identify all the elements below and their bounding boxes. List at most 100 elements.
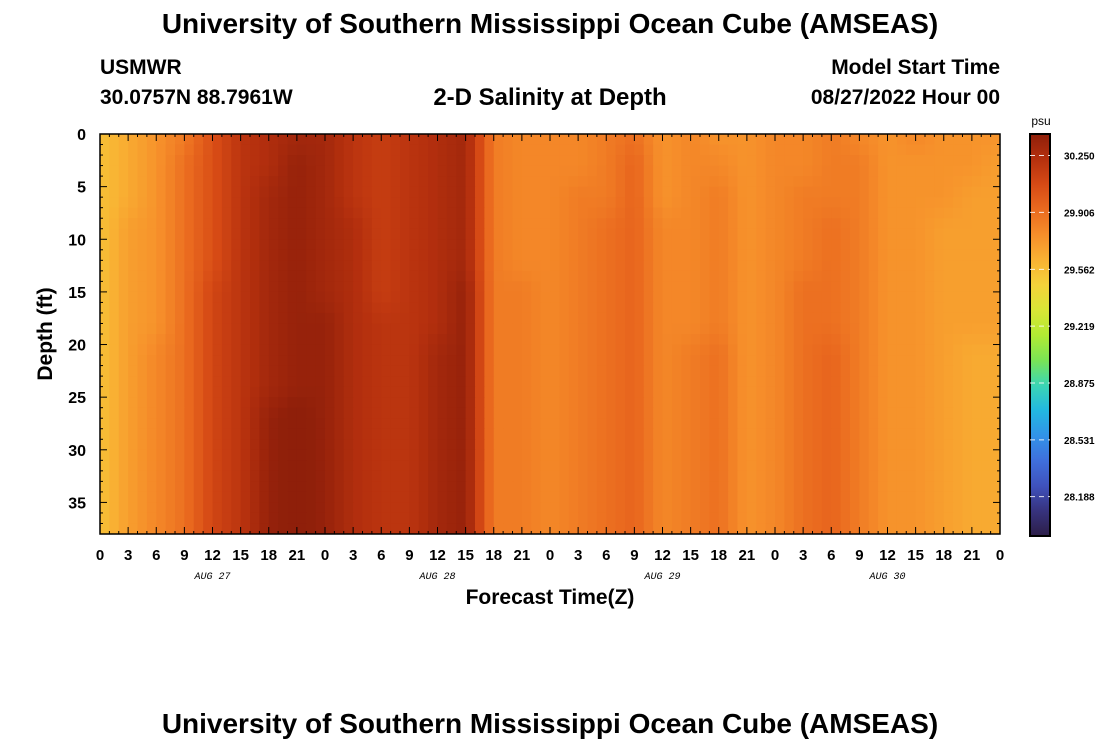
heatmap-cell bbox=[634, 407, 645, 419]
heatmap-cell bbox=[775, 344, 785, 356]
heatmap-cell bbox=[709, 344, 720, 356]
heatmap-cell bbox=[615, 302, 626, 314]
heatmap-cell bbox=[821, 165, 832, 177]
heatmap-cell bbox=[371, 439, 382, 451]
heatmap-cell bbox=[137, 418, 148, 430]
heatmap-cell bbox=[315, 334, 326, 346]
heatmap-cell bbox=[859, 491, 870, 504]
heatmap-cell bbox=[615, 239, 626, 251]
heatmap-cell bbox=[437, 397, 448, 409]
heatmap-cell bbox=[906, 386, 917, 398]
heatmap-cell bbox=[728, 312, 739, 325]
heatmap-cell bbox=[587, 165, 598, 177]
heatmap-cell bbox=[709, 165, 720, 177]
heatmap-cell bbox=[278, 407, 289, 419]
heatmap-cell bbox=[325, 491, 335, 504]
heatmap-cell bbox=[296, 334, 307, 346]
heatmap-cell bbox=[231, 155, 242, 167]
heatmap-cell bbox=[775, 460, 785, 472]
heatmap-cell bbox=[203, 334, 214, 346]
heatmap-cell bbox=[156, 512, 167, 525]
heatmap-cell bbox=[793, 186, 804, 198]
heatmap-cell bbox=[625, 460, 635, 472]
heatmap-cell bbox=[746, 460, 757, 472]
heatmap-cell bbox=[559, 239, 570, 251]
heatmap-cell bbox=[971, 134, 982, 146]
heatmap-cell bbox=[521, 155, 532, 167]
heatmap-cell bbox=[606, 312, 617, 325]
heatmap-cell bbox=[737, 260, 748, 272]
heatmap-cell bbox=[521, 355, 532, 367]
heatmap-cell bbox=[700, 323, 710, 335]
heatmap-cell bbox=[990, 155, 1000, 167]
heatmap-cell bbox=[240, 291, 251, 304]
heatmap-cell bbox=[231, 207, 242, 219]
heatmap-cell bbox=[634, 344, 645, 356]
heatmap-cell bbox=[175, 418, 185, 430]
heatmap-cell bbox=[831, 365, 842, 377]
heatmap-cell bbox=[287, 407, 298, 419]
heatmap-cell bbox=[231, 502, 242, 514]
heatmap-cell bbox=[643, 281, 654, 293]
heatmap-cell bbox=[428, 270, 439, 282]
heatmap-cell bbox=[615, 523, 626, 534]
heatmap-cell bbox=[268, 470, 279, 482]
heatmap-cell bbox=[446, 239, 457, 251]
heatmap-cell bbox=[362, 386, 373, 398]
heatmap-cell bbox=[606, 281, 617, 293]
heatmap-cell bbox=[981, 523, 992, 534]
heatmap-cell bbox=[296, 260, 307, 272]
heatmap-cell bbox=[521, 502, 532, 514]
heatmap-cell bbox=[165, 460, 176, 472]
heatmap-cell bbox=[662, 249, 673, 261]
heatmap-cell bbox=[550, 207, 560, 219]
heatmap-cell bbox=[484, 502, 495, 514]
heatmap-cell bbox=[531, 281, 542, 293]
heatmap-cell bbox=[128, 397, 139, 409]
heatmap-cell bbox=[915, 134, 926, 146]
heatmap-cell bbox=[737, 365, 748, 377]
heatmap-cell bbox=[353, 376, 364, 388]
heatmap-cell bbox=[868, 260, 879, 272]
heatmap-cell bbox=[643, 365, 654, 377]
heatmap-cell bbox=[709, 249, 720, 261]
heatmap-cell bbox=[625, 270, 635, 282]
heatmap-cell bbox=[906, 470, 917, 482]
heatmap-cell bbox=[400, 176, 410, 188]
heatmap-cell bbox=[784, 302, 795, 314]
heatmap-cell bbox=[409, 428, 420, 440]
heatmap-cell bbox=[128, 186, 139, 198]
heatmap-cell bbox=[428, 386, 439, 398]
heatmap-cell bbox=[925, 365, 935, 377]
heatmap-cell bbox=[568, 439, 579, 451]
heatmap-cell bbox=[962, 418, 973, 430]
heatmap-cell bbox=[475, 407, 485, 419]
heatmap-cell bbox=[287, 134, 298, 146]
heatmap-cell bbox=[971, 397, 982, 409]
heatmap-cell bbox=[334, 418, 345, 430]
heatmap-cell bbox=[100, 512, 110, 525]
heatmap-cell bbox=[146, 334, 157, 346]
heatmap-cell bbox=[521, 449, 532, 461]
heatmap-cell bbox=[334, 512, 345, 525]
heatmap-cell bbox=[240, 512, 251, 525]
heatmap-cell bbox=[184, 218, 195, 230]
heatmap-cell bbox=[971, 407, 982, 419]
heatmap-cell bbox=[437, 481, 448, 493]
heatmap-cell bbox=[596, 302, 607, 314]
heatmap-cell bbox=[343, 302, 354, 314]
heatmap-cell bbox=[156, 302, 167, 314]
heatmap-cell bbox=[962, 239, 973, 251]
heatmap-cell bbox=[868, 239, 879, 251]
heatmap-cell bbox=[343, 176, 354, 188]
heatmap-cell bbox=[334, 207, 345, 219]
heatmap-cell bbox=[118, 270, 129, 282]
heatmap-cell bbox=[765, 176, 776, 188]
heatmap-cell bbox=[831, 439, 842, 451]
heatmap-cell bbox=[934, 481, 945, 493]
heatmap-cell bbox=[596, 186, 607, 198]
heatmap-cell bbox=[512, 134, 523, 146]
heatmap-cell bbox=[915, 386, 926, 398]
heatmap-cell bbox=[165, 176, 176, 188]
heatmap-cell bbox=[784, 281, 795, 293]
